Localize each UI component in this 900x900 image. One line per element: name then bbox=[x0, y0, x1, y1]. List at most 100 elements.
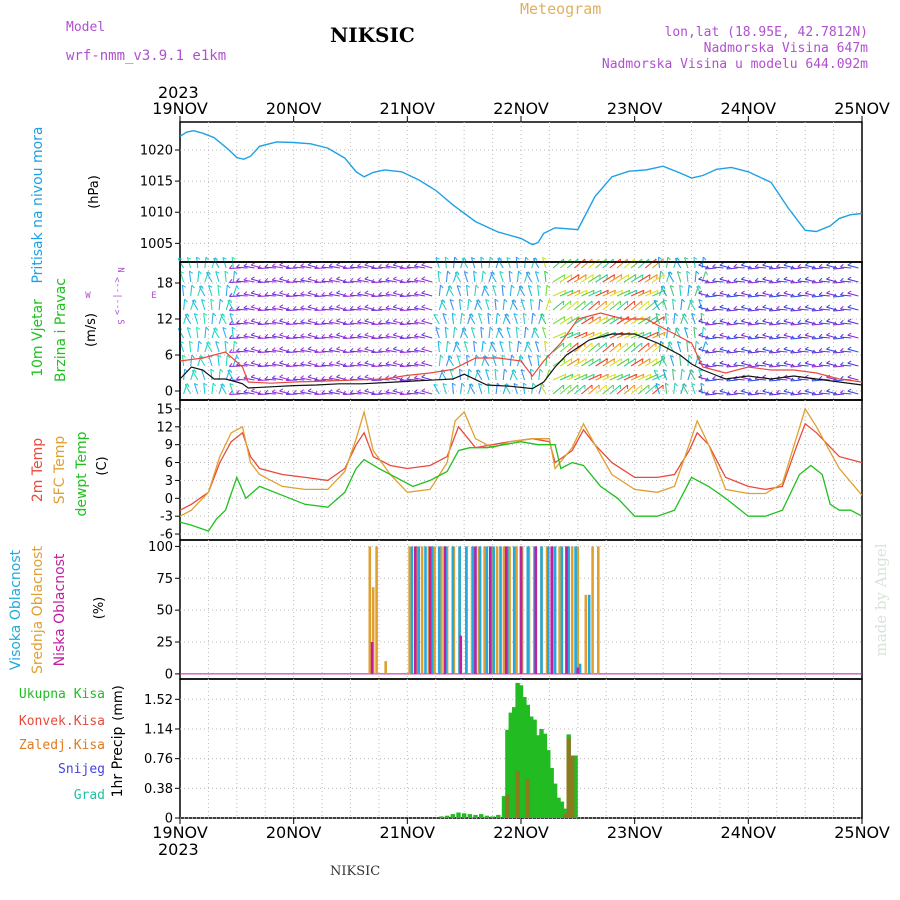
wind-barb-flag bbox=[826, 346, 831, 350]
wind-barb-flag bbox=[292, 348, 297, 352]
wind-barb-flag bbox=[532, 312, 536, 317]
svg-text:(%): (%) bbox=[92, 597, 107, 620]
wind-barb-flag bbox=[433, 314, 438, 316]
wind-barb-flag bbox=[826, 304, 831, 308]
wind-barb bbox=[364, 264, 376, 269]
wind-barb-flag bbox=[533, 328, 538, 330]
wind-barb bbox=[243, 377, 255, 381]
wind-barb-flag bbox=[698, 276, 703, 280]
wind-barb-flag bbox=[783, 346, 788, 350]
wind-barb-flag bbox=[194, 313, 199, 316]
wind-barb-flag bbox=[279, 318, 284, 322]
year-label-bottom: 2023 bbox=[158, 840, 199, 859]
wind-barb bbox=[293, 266, 305, 269]
wind-barb bbox=[336, 278, 348, 283]
wind-barb bbox=[783, 306, 795, 311]
wind-barb bbox=[566, 358, 580, 367]
wind-barb-flag bbox=[279, 388, 284, 392]
wind-barb bbox=[762, 292, 774, 297]
wind-barb bbox=[414, 335, 426, 339]
wind-barb-flag bbox=[217, 354, 222, 358]
wind-barb-flag bbox=[496, 312, 501, 317]
wind-barb-flag bbox=[754, 305, 759, 310]
wind-barb bbox=[637, 300, 650, 311]
wind-barb bbox=[712, 294, 724, 297]
wind-barb bbox=[595, 258, 607, 269]
wind-barb bbox=[698, 306, 710, 311]
wind-barb bbox=[473, 341, 476, 353]
wind-barb-flag bbox=[592, 358, 594, 363]
wind-barb-flag bbox=[776, 319, 780, 324]
wind-barb-flag bbox=[523, 382, 527, 386]
wind-barb bbox=[378, 280, 390, 283]
wind-barb bbox=[652, 358, 665, 367]
wind-barb-flag bbox=[371, 348, 375, 353]
wind-barb-flag bbox=[208, 285, 213, 288]
wind-barb-flag bbox=[776, 277, 780, 282]
wind-barb bbox=[393, 390, 404, 395]
wind-barb bbox=[490, 272, 497, 283]
wind-barb bbox=[790, 267, 802, 270]
wind-barb bbox=[705, 365, 717, 368]
wind-barb-flag bbox=[478, 313, 483, 316]
wind-barb bbox=[190, 355, 193, 367]
precip-bar bbox=[532, 719, 537, 818]
wind-barb-flag bbox=[712, 389, 716, 394]
wind-barb bbox=[421, 390, 433, 395]
wind-barb-flag bbox=[399, 376, 403, 381]
wind-barb-flag bbox=[783, 290, 788, 294]
wind-barb-flag bbox=[399, 390, 403, 395]
wind-barb-flag bbox=[392, 346, 397, 350]
wind-barb-flag bbox=[378, 292, 382, 296]
svg-text:Srednja Oblacnost: Srednja Oblacnost bbox=[30, 546, 46, 674]
wind-barb-flag bbox=[832, 321, 837, 326]
wind-barb bbox=[811, 323, 823, 326]
svg-text:1hr Precip: 1hr Precip bbox=[110, 727, 126, 798]
wind-barb-flag bbox=[523, 312, 527, 316]
wind-barb-flag bbox=[250, 304, 255, 308]
wind-barb-flag bbox=[540, 314, 545, 316]
wind-barb bbox=[805, 320, 816, 325]
wind-barb bbox=[559, 373, 574, 381]
wind-barb bbox=[719, 390, 731, 395]
wind-barb-flag bbox=[413, 319, 418, 323]
wind-barb-flag bbox=[187, 257, 192, 260]
wind-barb bbox=[790, 281, 802, 284]
wind-barb bbox=[719, 320, 731, 325]
wind-barb-flag bbox=[686, 340, 691, 344]
wind-barb bbox=[485, 369, 490, 381]
wind-barb bbox=[595, 358, 608, 367]
wind-barb-flag bbox=[733, 263, 738, 268]
wind-barb-flag bbox=[641, 358, 644, 363]
wind-barb-flag bbox=[768, 279, 773, 284]
wind-barb-flag bbox=[613, 274, 616, 279]
wind-barb bbox=[421, 292, 433, 297]
wind-barb bbox=[177, 258, 185, 269]
wind-barb bbox=[616, 342, 628, 353]
wind-barb-flag bbox=[357, 319, 361, 323]
wind-barb bbox=[236, 392, 248, 395]
wind-barb bbox=[602, 373, 616, 381]
precip-bar bbox=[505, 729, 510, 818]
precip-bar bbox=[450, 814, 455, 818]
wind-barb-flag bbox=[840, 291, 844, 296]
wind-barb bbox=[712, 392, 724, 395]
model-elevation-label: Nadmorska Visina u modelu 644.092m bbox=[601, 57, 868, 72]
wind-barb bbox=[499, 271, 504, 283]
wind-barb-flag bbox=[712, 277, 716, 282]
wind-barb bbox=[406, 392, 419, 395]
wind-barb bbox=[456, 285, 462, 297]
wind-barb bbox=[719, 278, 731, 283]
wind-barb-flag bbox=[349, 376, 354, 380]
svg-text:S: S bbox=[115, 319, 125, 324]
wind-barb-flag bbox=[314, 306, 318, 311]
wind-barb bbox=[364, 362, 376, 367]
wind-barb bbox=[755, 336, 767, 339]
wind-barb-flag bbox=[321, 292, 325, 296]
wind-barb-flag bbox=[698, 304, 703, 308]
wind-barb-flag bbox=[754, 319, 759, 324]
wind-barb-flag bbox=[364, 276, 369, 280]
wind-barb bbox=[833, 393, 845, 396]
wind-barb bbox=[537, 285, 540, 297]
wind-barb-flag bbox=[264, 390, 269, 394]
